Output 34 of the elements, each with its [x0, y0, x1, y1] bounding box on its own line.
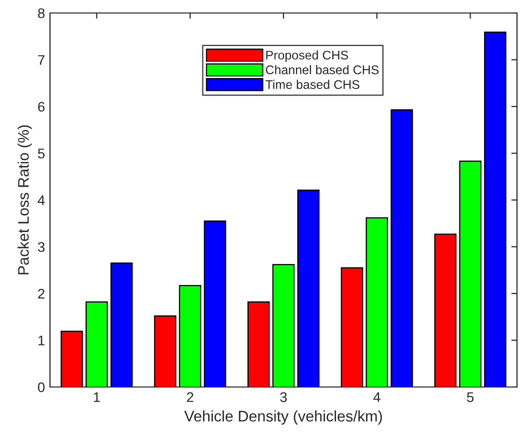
y-axis-title: Packet Loss Ratio (%): [18, 125, 32, 274]
y-tick-label: 3: [38, 242, 45, 252]
bar: [204, 220, 226, 387]
bar: [110, 262, 133, 387]
y-tick-label: 8: [38, 8, 45, 18]
y-tick-label: 5: [38, 148, 45, 158]
y-tick-label: 6: [38, 102, 45, 112]
bar: [272, 264, 295, 387]
bar: [60, 330, 83, 387]
bar: [390, 109, 413, 387]
x-tick-label: 4: [373, 392, 380, 402]
x-tick-label: 2: [186, 392, 194, 402]
x-tick-label: 1: [94, 392, 100, 402]
bar: [154, 315, 176, 387]
y-tick-label: 0: [38, 382, 45, 392]
bar: [340, 267, 364, 387]
bar: [247, 301, 270, 387]
y-tick-label: 2: [38, 288, 44, 299]
bar: [178, 284, 202, 387]
x-tick-label: 3: [280, 392, 287, 402]
bar: [297, 190, 320, 387]
legend-label: Time based CHS: [266, 80, 360, 89]
y-tick-label: 4: [38, 195, 45, 206]
bar: [459, 160, 482, 387]
x-axis-title: Vehicle Density (vehicles/km): [184, 410, 382, 425]
y-tick-label: 7: [38, 55, 44, 65]
bar: [484, 32, 506, 387]
x-tick-label: 5: [466, 392, 474, 402]
bar: [86, 301, 108, 387]
y-tick-label: 1: [38, 336, 44, 346]
legend-label: Proposed CHS: [266, 50, 348, 62]
bar: [366, 217, 388, 387]
bar: [434, 234, 457, 387]
legend-label: Channel based CHS: [266, 65, 379, 74]
